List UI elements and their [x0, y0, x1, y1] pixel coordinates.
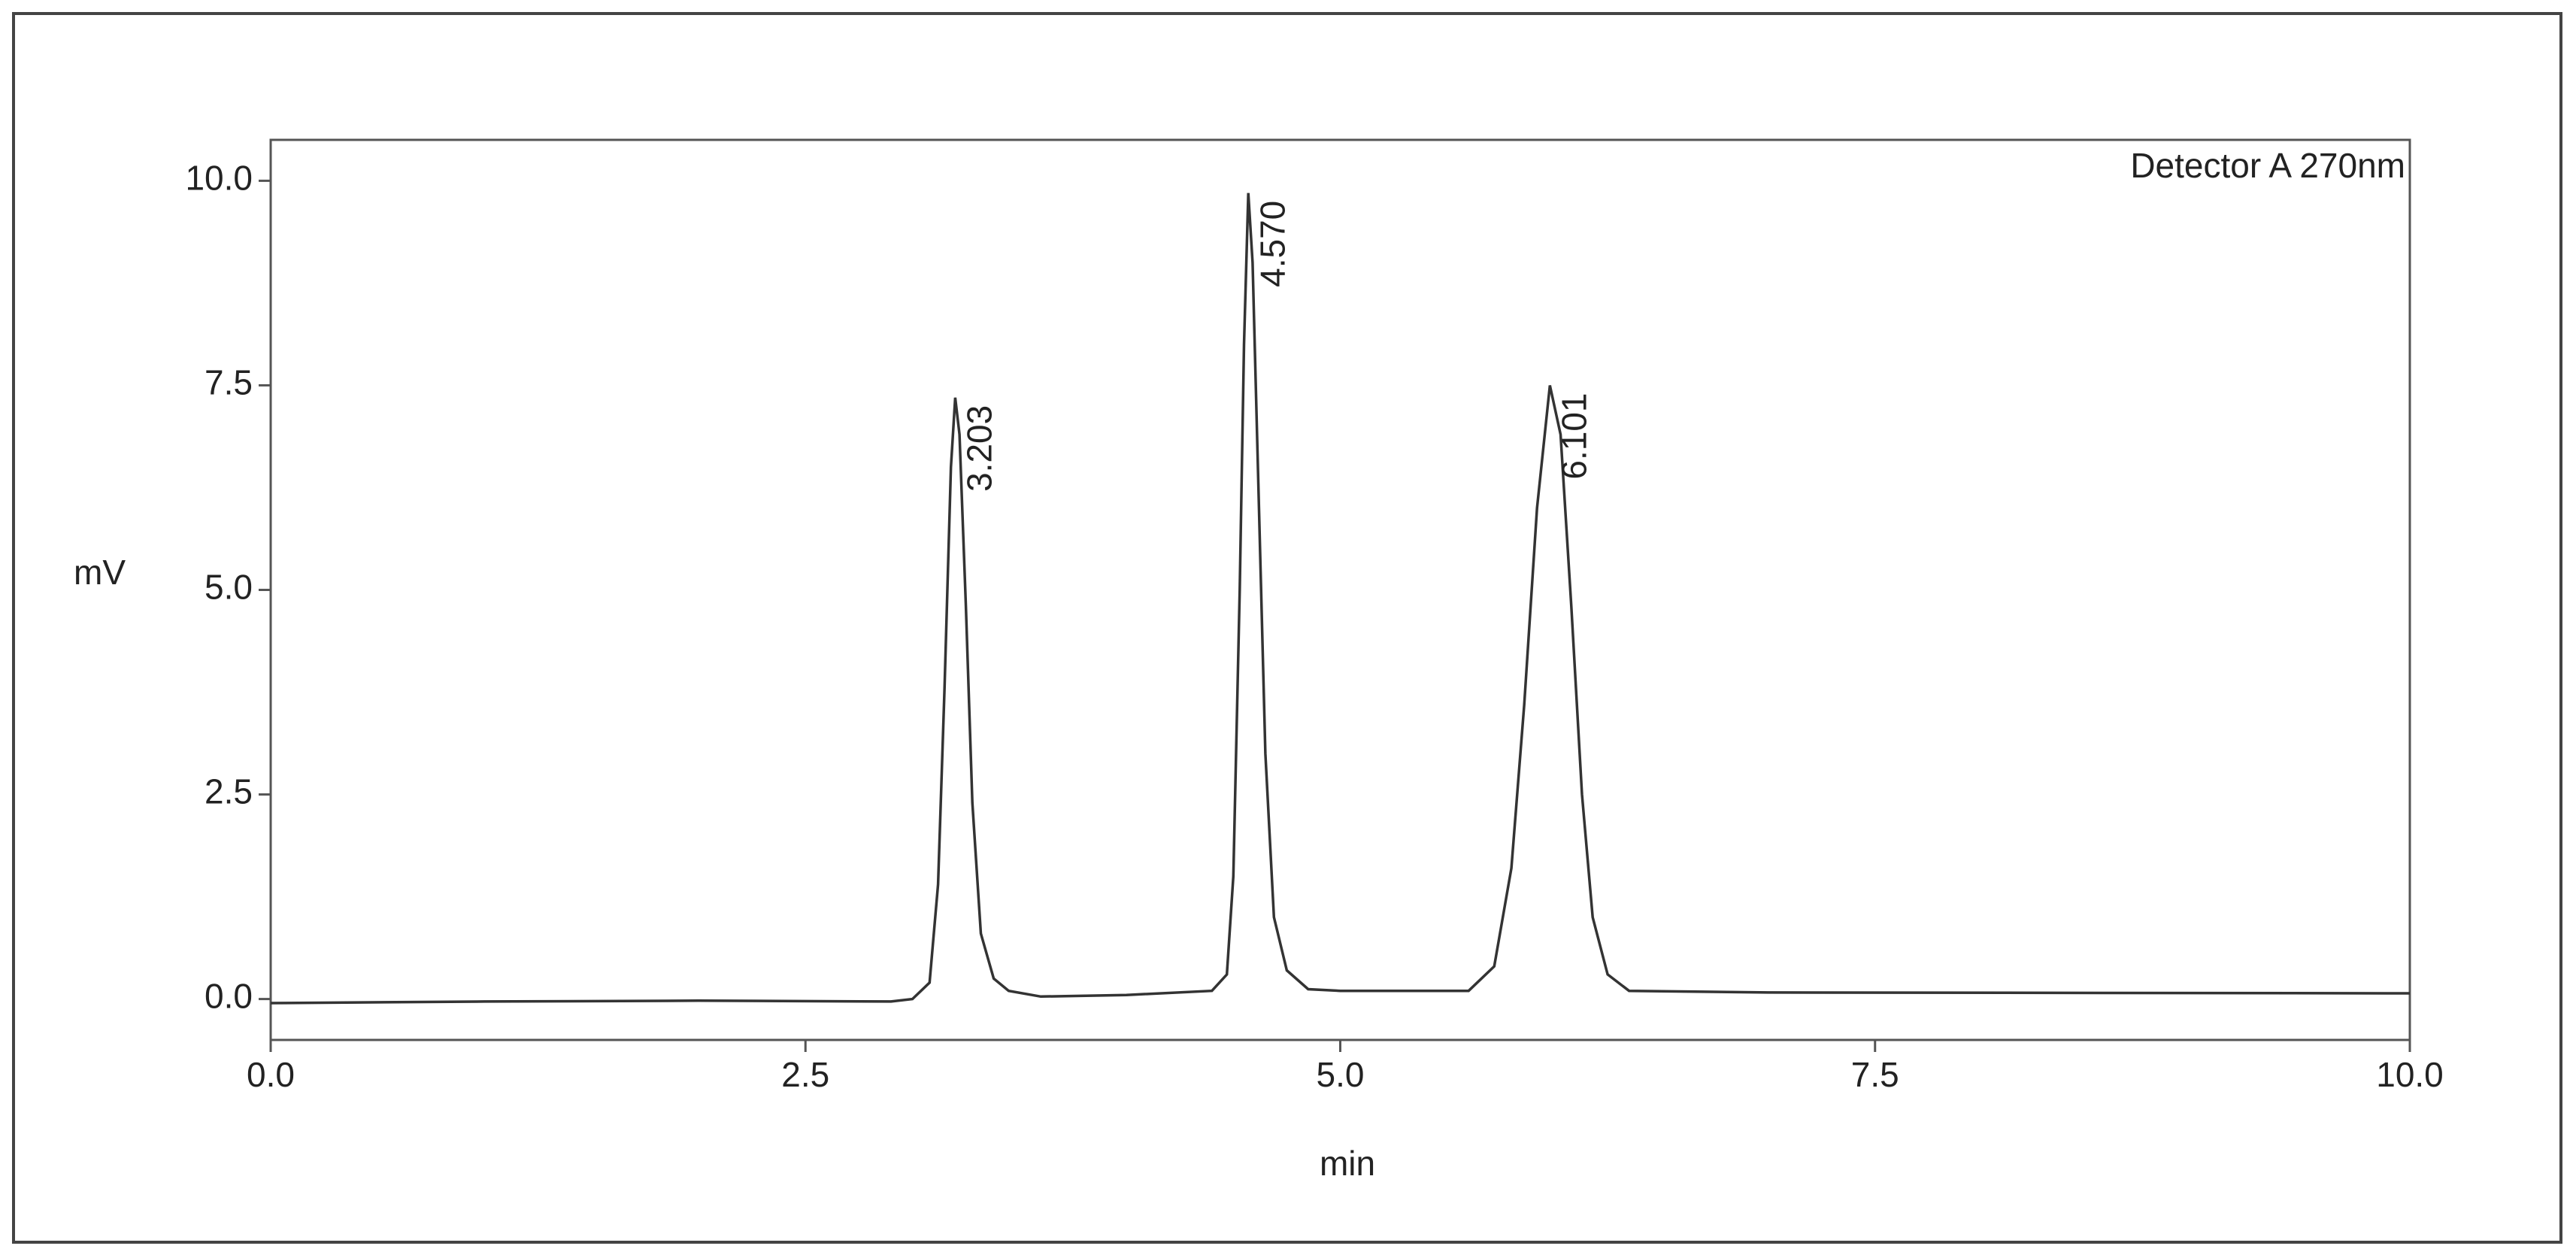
x-tick-label: 0.0	[247, 1055, 295, 1094]
chromatogram-line	[270, 192, 2411, 1005]
legend-label: Detector A 270nm	[2130, 146, 2405, 185]
y-tick-label: 10.0	[185, 159, 253, 198]
peak-label: 4.570	[1253, 201, 1292, 287]
y-tick-label: 7.5	[205, 363, 253, 402]
y-axis-label: mV	[74, 553, 126, 592]
plot-area	[269, 138, 2411, 1041]
x-tick-label: 10.0	[2376, 1055, 2444, 1094]
x-tick-label: 5.0	[1317, 1055, 1365, 1094]
y-tick-label: 0.0	[205, 977, 253, 1016]
x-axis-label: min	[1320, 1144, 1375, 1183]
x-tick-label: 2.5	[781, 1055, 829, 1094]
frame	[12, 12, 2562, 1244]
y-tick-label: 5.0	[205, 568, 253, 607]
x-tick-label: 7.5	[1851, 1055, 1899, 1094]
peak-label: 6.101	[1554, 393, 1593, 479]
peak-label: 3.203	[960, 405, 999, 492]
y-tick-label: 2.5	[205, 772, 253, 811]
